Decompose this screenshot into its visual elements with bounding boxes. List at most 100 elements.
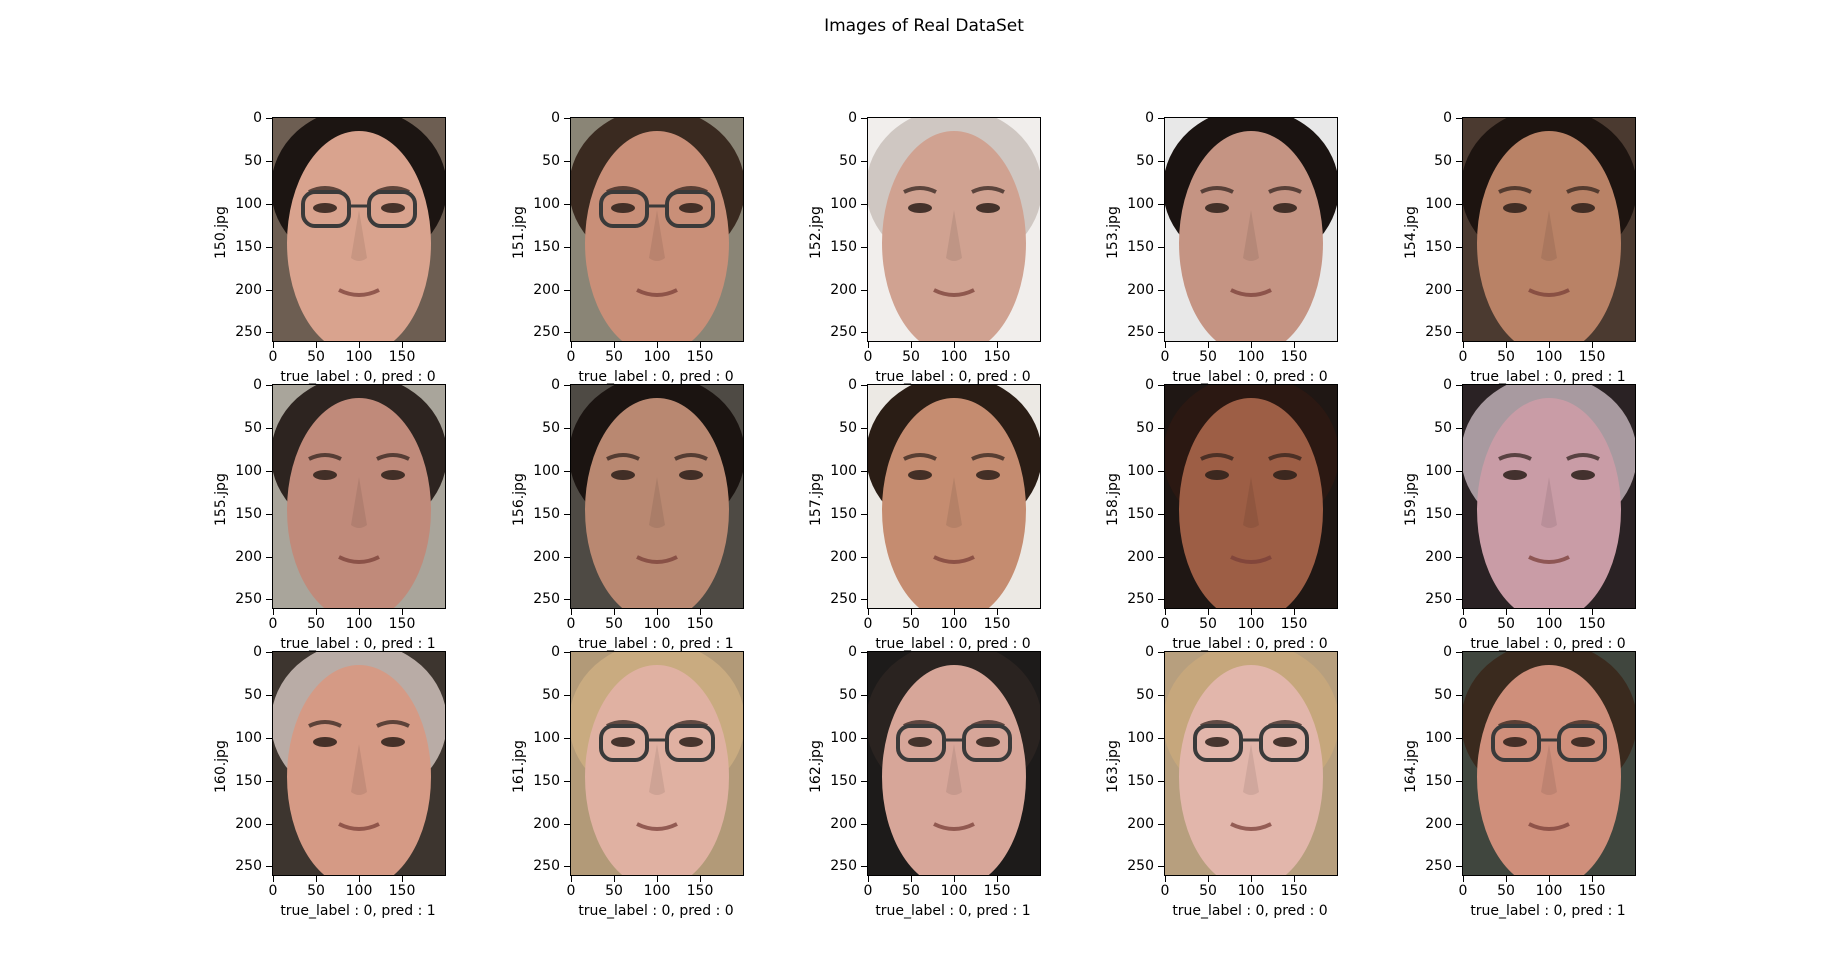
x-tick-mark	[1208, 609, 1209, 615]
x-tick-label: 150	[388, 349, 416, 365]
face-image	[571, 118, 743, 341]
y-tick-label: 200	[533, 815, 560, 832]
y-tick-mark	[1158, 385, 1164, 386]
x-tick-label: 150	[686, 349, 714, 365]
y-tick-mark	[1158, 118, 1164, 119]
y-tick-label: 150	[1425, 238, 1452, 255]
filename-label: 156.jpg	[511, 473, 527, 526]
y-tick-mark	[1158, 737, 1164, 739]
y-tick-mark	[266, 599, 272, 601]
x-tick-label: 0	[566, 349, 576, 365]
x-tick-label: 0	[863, 616, 873, 632]
right-eye-shape	[1571, 203, 1595, 213]
y-tick-mark	[1456, 332, 1462, 334]
right-eye-shape	[381, 737, 405, 747]
filename-label: 161.jpg	[511, 740, 527, 793]
face-image	[1165, 385, 1337, 608]
y-tick-label: 150	[830, 772, 857, 789]
y-tick-label: 50	[839, 419, 857, 436]
y-tick-label: 100	[235, 462, 262, 479]
y-tick-mark	[861, 652, 867, 653]
y-tick-mark	[266, 160, 272, 162]
x-tick-mark	[571, 342, 572, 348]
mouth-shape	[1528, 288, 1570, 297]
y-tick-label: 100	[235, 195, 262, 212]
y-tick-label: 250	[235, 591, 262, 608]
prediction-caption: true_label : 0, pred : 1	[280, 636, 436, 652]
x-tick-mark	[700, 876, 701, 882]
y-tick-mark	[266, 652, 272, 653]
y-tick-label: 150	[830, 238, 857, 255]
prediction-caption: true_label : 0, pred : 0	[1172, 903, 1328, 919]
x-tick-label: 150	[388, 616, 416, 632]
y-tick-mark	[1456, 289, 1462, 291]
left-eye-shape	[908, 203, 932, 213]
x-tick-label: 50	[1199, 349, 1217, 365]
right-eye-shape	[381, 203, 405, 213]
x-tick-mark	[1506, 876, 1507, 882]
y-tick-mark	[1158, 780, 1164, 782]
right-eye-shape	[976, 737, 1000, 747]
left-eye-shape	[1205, 203, 1229, 213]
y-tick-mark	[564, 203, 570, 205]
face-shape	[1477, 398, 1621, 608]
right-brow-shape	[1566, 453, 1600, 461]
prediction-caption: true_label : 0, pred : 1	[280, 903, 436, 919]
y-tick-label: 50	[1136, 152, 1154, 169]
y-tick-mark	[266, 866, 272, 868]
filename-label: 151.jpg	[511, 206, 527, 259]
prediction-caption: true_label : 0, pred : 0	[1172, 369, 1328, 385]
y-tick-label: 0	[848, 377, 857, 393]
y-tick-mark	[564, 427, 570, 429]
x-tick-mark	[868, 609, 869, 615]
nose-shape	[351, 210, 367, 261]
y-tick-label: 250	[1127, 324, 1154, 341]
left-eye-shape	[908, 470, 932, 480]
y-tick-mark	[266, 118, 272, 119]
face-shape	[1477, 131, 1621, 341]
nose-shape	[1243, 744, 1259, 795]
left-eye-shape	[1503, 737, 1527, 747]
face-shape	[287, 398, 431, 608]
y-tick-mark	[1456, 513, 1462, 515]
face-image	[273, 652, 445, 875]
x-tick-mark	[1251, 342, 1252, 348]
y-tick-mark	[1158, 289, 1164, 291]
right-brow-shape	[971, 186, 1005, 194]
nose-shape	[1243, 210, 1259, 261]
left-eye-shape	[313, 203, 337, 213]
x-tick-mark	[1592, 342, 1593, 348]
right-eye-shape	[1571, 470, 1595, 480]
left-brow-shape	[1200, 453, 1234, 461]
x-tick-mark	[911, 876, 912, 882]
right-eye-shape	[1571, 737, 1595, 747]
image-frame	[570, 651, 744, 876]
x-tick-mark	[1251, 609, 1252, 615]
filename-label: 153.jpg	[1105, 206, 1121, 259]
y-tick-mark	[1456, 118, 1462, 119]
x-tick-label: 50	[605, 616, 623, 632]
y-tick-label: 100	[1127, 195, 1154, 212]
y-tick-mark	[266, 203, 272, 205]
filename-label: 159.jpg	[1403, 473, 1419, 526]
face-image	[273, 118, 445, 341]
x-tick-label: 0	[566, 616, 576, 632]
y-tick-label: 100	[1127, 729, 1154, 746]
left-eye-shape	[908, 737, 932, 747]
right-brow-shape	[674, 453, 708, 461]
nose-shape	[649, 744, 665, 795]
x-tick-mark	[359, 342, 360, 348]
x-tick-mark	[571, 609, 572, 615]
right-eye-shape	[976, 203, 1000, 213]
y-tick-mark	[1456, 246, 1462, 248]
x-tick-mark	[1165, 609, 1166, 615]
x-tick-label: 100	[940, 883, 968, 899]
y-tick-label: 250	[533, 591, 560, 608]
y-tick-label: 200	[533, 281, 560, 298]
left-lens-shape	[896, 724, 946, 762]
left-brow-shape	[903, 453, 937, 461]
y-tick-label: 200	[235, 548, 262, 565]
image-frame	[272, 117, 446, 342]
left-eye-shape	[313, 470, 337, 480]
image-panel: 0 50 100 150 200 250 0 50 100 150 158.jpg true_labe…	[1105, 378, 1338, 651]
